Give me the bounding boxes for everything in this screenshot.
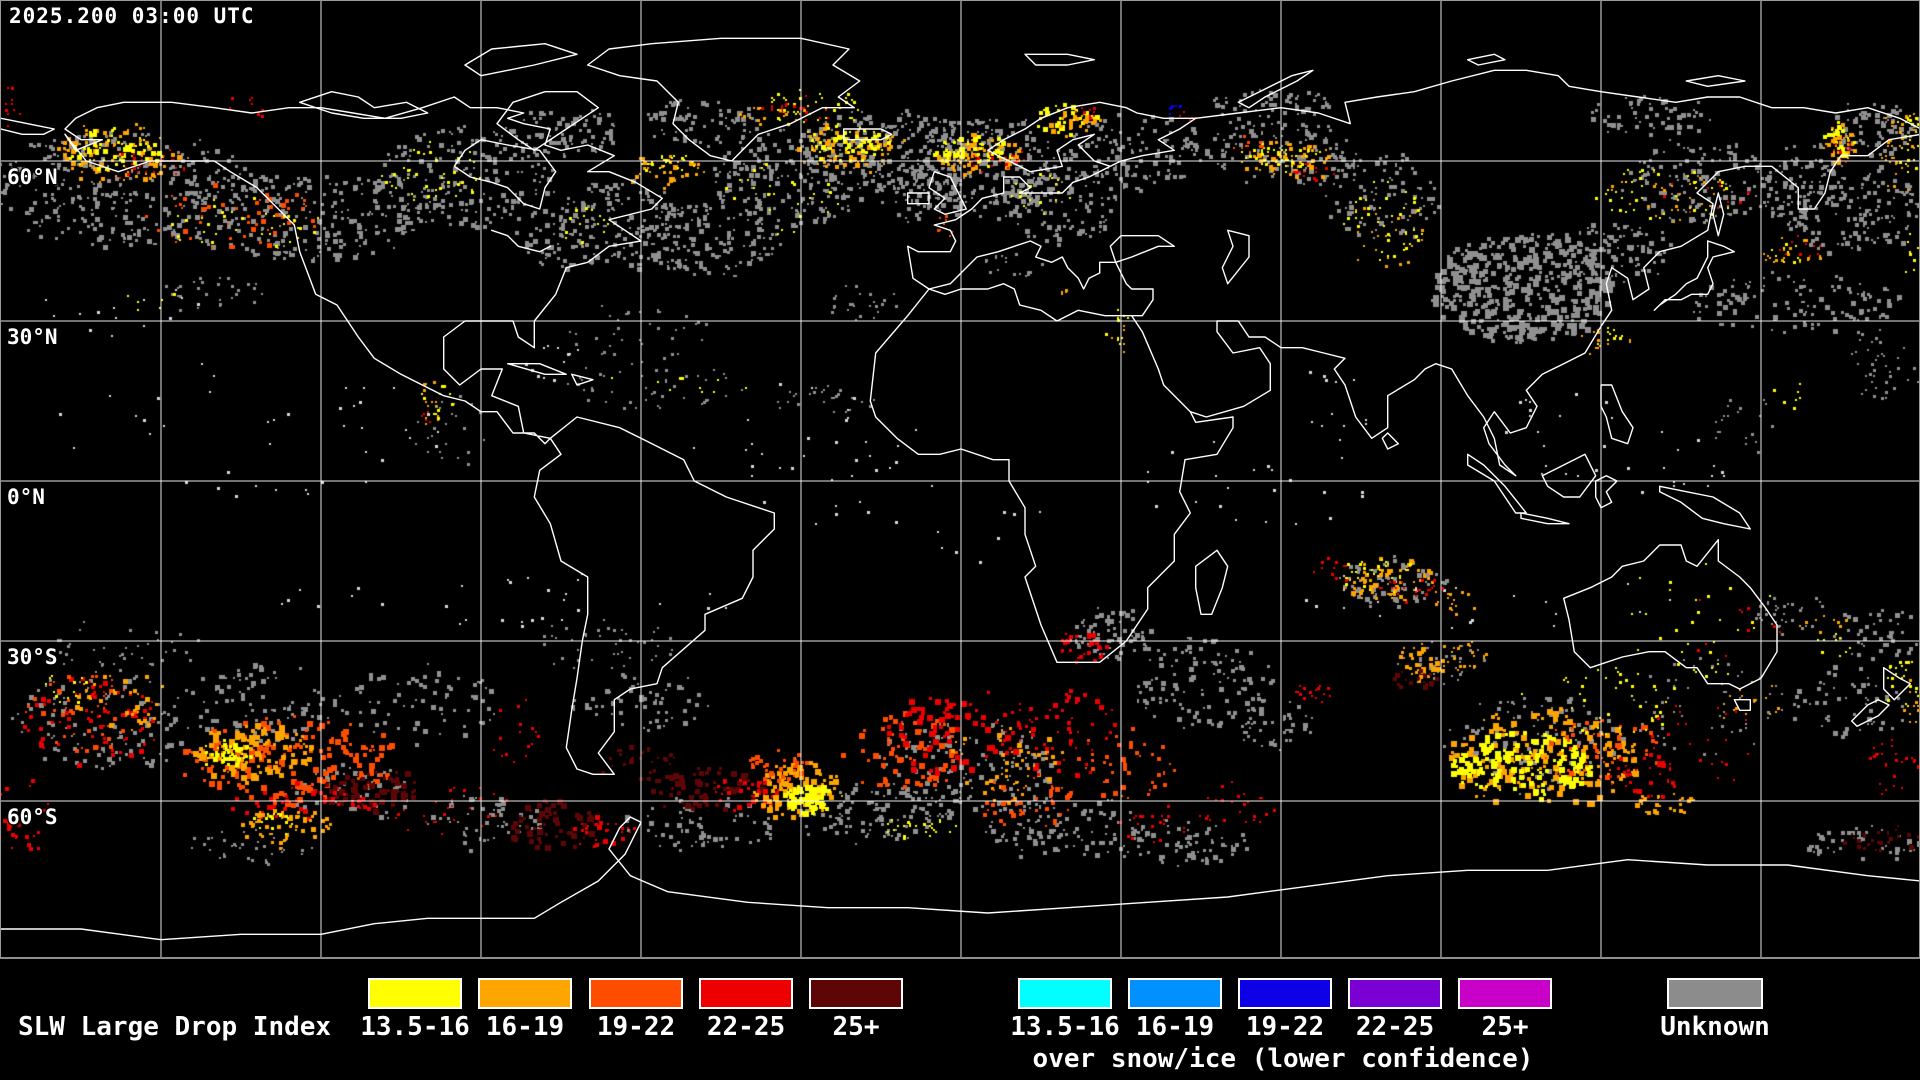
swatch-slw-19-22 — [589, 978, 683, 1009]
lat-label-60n: 60°N — [7, 165, 58, 189]
range-label-slw-2: 16-19 — [485, 1012, 565, 1042]
swatch-snow-19-22 — [1238, 978, 1332, 1009]
range-label-snow-4: 22-25 — [1355, 1012, 1435, 1042]
swatch-slw-22-25 — [699, 978, 793, 1009]
swatch-slw-16-19 — [478, 978, 572, 1009]
graticule-grid — [1, 1, 1919, 957]
swatch-snow-16-19 — [1128, 978, 1222, 1009]
range-label-snow-2: 16-19 — [1135, 1012, 1215, 1042]
swatch-snow-22-25 — [1348, 978, 1442, 1009]
world-map: 2025.200 03:00 UTC 60°N 30°N 0°N 30°S 60… — [0, 0, 1920, 959]
range-label-slw-3: 19-22 — [596, 1012, 676, 1042]
legend-subtitle: over snow/ice (lower confidence) — [1032, 1044, 1534, 1074]
lat-label-30s: 30°S — [7, 645, 58, 669]
range-label-slw-5: 25+ — [832, 1012, 880, 1042]
lat-label-30n: 30°N — [7, 325, 58, 349]
legend-bar: SLW Large Drop Index 13.5-16 16-19 19-22… — [0, 960, 1920, 1080]
swatch-unknown — [1667, 978, 1763, 1009]
unknown-label: Unknown — [1660, 1012, 1770, 1042]
range-label-snow-5: 25+ — [1481, 1012, 1529, 1042]
range-label-snow-3: 19-22 — [1245, 1012, 1325, 1042]
coastlines — [1, 37, 1919, 941]
timestamp: 2025.200 03:00 UTC — [9, 4, 255, 28]
lat-label-60s: 60°S — [7, 805, 58, 829]
legend-title: SLW Large Drop Index — [18, 1012, 332, 1042]
swatch-snow-13.5-16 — [1018, 978, 1112, 1009]
range-label-slw-1: 13.5-16 — [360, 1012, 470, 1042]
swatch-slw-13.5-16 — [368, 978, 462, 1009]
range-label-slw-4: 22-25 — [706, 1012, 786, 1042]
swatch-slw-25plus — [809, 978, 903, 1009]
lat-label-0n: 0°N — [7, 485, 45, 509]
map-vector-layer — [1, 1, 1919, 957]
swatch-snow-25plus — [1458, 978, 1552, 1009]
range-label-snow-1: 13.5-16 — [1010, 1012, 1120, 1042]
